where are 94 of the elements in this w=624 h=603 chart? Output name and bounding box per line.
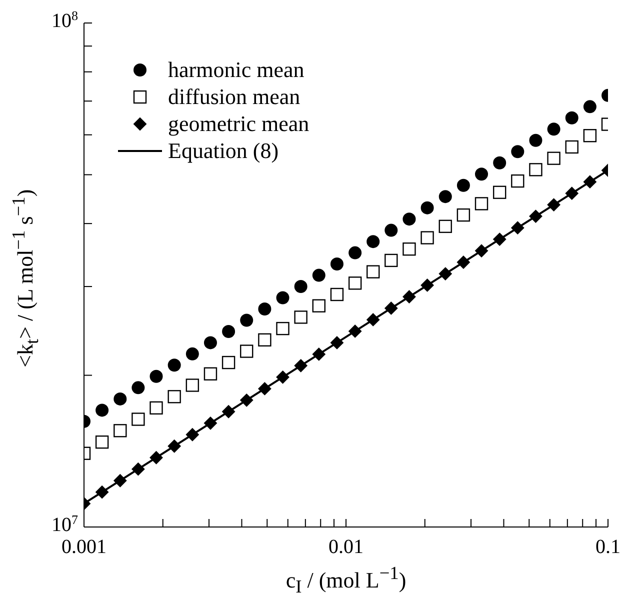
point [330,288,344,302]
point [565,111,578,124]
point [565,186,578,200]
point [511,221,524,234]
point [240,344,254,358]
point [511,174,524,188]
point [258,382,272,396]
y-tick-label: 10$^{8}$ [52,8,78,32]
point [168,440,181,453]
point [168,358,181,372]
point [330,336,344,350]
point [456,256,470,269]
point [529,134,542,147]
point [222,356,236,370]
point [493,232,506,246]
point [583,100,596,114]
point [475,168,488,181]
point [384,254,398,268]
point [294,359,308,372]
point [402,212,416,226]
point [204,336,217,350]
x-axis-title: c$_{I}$ / (mol L$^{−1}$) [284,562,408,599]
x-tick-label: 0.001 [62,536,106,558]
point [95,435,109,449]
point [420,231,434,244]
point [150,451,163,464]
point [547,152,560,165]
point [96,404,109,417]
point [312,268,326,282]
point [420,278,434,292]
point [186,378,200,392]
point [348,324,362,338]
point [583,129,597,142]
point [258,333,272,346]
point [384,224,398,237]
point [168,390,181,404]
point [438,220,452,233]
point [294,310,308,324]
point [384,302,398,315]
legend-label: geometric mean [168,110,310,137]
point [474,197,488,210]
point [114,392,127,406]
point [547,122,560,136]
point [438,267,452,280]
point [276,291,290,304]
point [529,210,542,223]
point [240,314,254,327]
point [186,347,199,360]
point [348,246,362,260]
point [456,208,470,222]
x-tick-label: 0.01 [328,536,364,558]
point [456,178,470,192]
point [96,486,109,499]
point [222,405,236,418]
point [312,299,326,312]
point [583,175,596,188]
x-tick-label: 0.1 [596,536,620,558]
point [276,322,290,336]
legend-label: Equation (8) [168,137,279,164]
point [186,428,199,442]
point [492,186,506,199]
point [547,198,560,212]
point [150,370,163,383]
point [402,290,416,304]
y-tick-label: 10$^{7}$ [52,512,78,536]
point [240,394,254,407]
point [276,370,290,384]
point [204,416,217,430]
legend-label: harmonic mean [168,56,304,83]
point [402,242,416,256]
point [330,258,344,271]
point [258,302,272,316]
point [114,424,127,438]
point [204,367,218,380]
point [475,244,488,258]
point [348,276,362,290]
point [222,324,236,338]
point [150,401,163,415]
point [366,313,380,326]
point [312,348,326,361]
point [132,381,145,394]
point [132,462,145,476]
point [132,412,145,426]
legend-label: diffusion mean [168,83,300,110]
point [438,190,452,204]
point [529,163,542,176]
point [420,201,434,214]
point [366,265,380,278]
point [565,140,578,154]
point [294,280,308,294]
point [366,235,380,248]
point [114,474,127,488]
point [511,145,524,158]
point [493,156,506,170]
